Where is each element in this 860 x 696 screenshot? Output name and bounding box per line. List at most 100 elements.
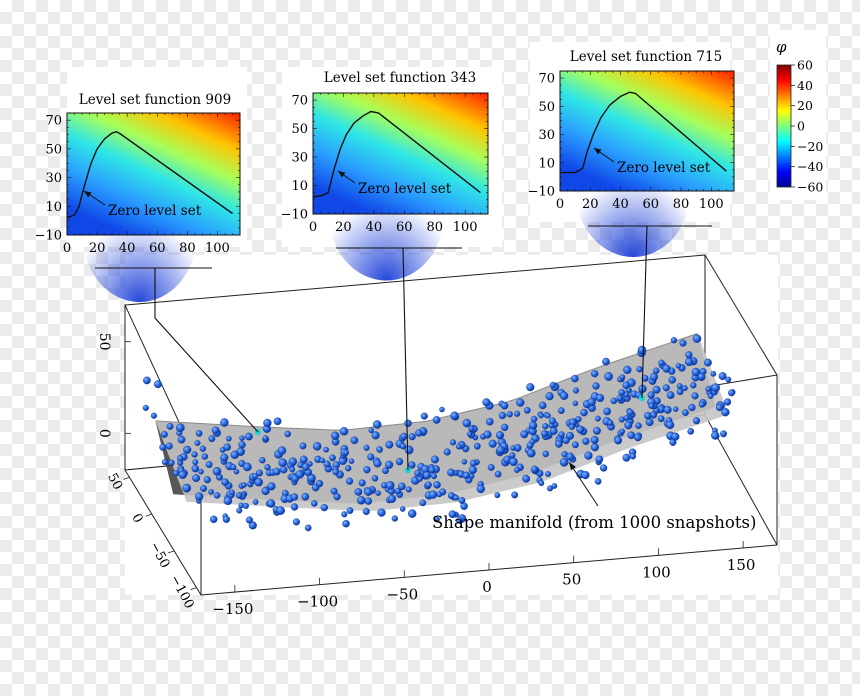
snapshot-point (555, 440, 563, 448)
colorbar-tick-label: −40 (797, 159, 823, 174)
inset-x-tick-label: 100 (205, 241, 230, 256)
inset-909-connector (154, 268, 259, 433)
snapshot-point (242, 462, 252, 472)
snapshot-point (545, 412, 551, 419)
inset-y-tick-label: −10 (35, 229, 62, 244)
snapshot-point (220, 453, 229, 462)
snapshot-point (222, 515, 231, 523)
snapshot-point (407, 509, 417, 518)
snapshot-point (590, 435, 599, 444)
snapshot-point (622, 381, 630, 390)
snapshot-point (371, 431, 380, 440)
inset-title: Level set function 715 (570, 49, 722, 65)
snapshot-point (582, 437, 590, 445)
snapshot-point (304, 524, 312, 532)
inset-frame (559, 70, 735, 192)
snapshot-point (618, 389, 626, 396)
snapshot-point (345, 465, 352, 472)
snapshot-point (323, 446, 329, 453)
inset-y-tick-label: 30 (538, 128, 555, 143)
z-axis-tick-label: 50 (96, 333, 112, 351)
inset-x-tick-label: 60 (149, 241, 166, 256)
inset-x-tick-label: 100 (453, 220, 478, 235)
snapshot-point (528, 421, 538, 430)
snapshot-point (414, 469, 422, 477)
snapshot-point (420, 412, 428, 420)
snapshot-point (580, 408, 588, 417)
snapshot-point (623, 365, 632, 375)
snapshot-point (195, 430, 203, 437)
snapshot-point (509, 457, 518, 467)
snapshot-point (256, 469, 263, 477)
snapshot-point (333, 493, 341, 501)
inset-y-tick-label: −10 (528, 185, 555, 200)
snapshot-point (267, 482, 276, 491)
snapshot-point (558, 431, 565, 438)
snapshot-point (415, 429, 423, 437)
snapshot-point (233, 468, 240, 475)
snapshot-point (331, 431, 340, 440)
colorbar-gradient (776, 64, 792, 188)
snapshot-point (707, 393, 714, 399)
snapshot-point (572, 441, 579, 449)
snapshot-point (644, 411, 652, 420)
snapshot-point (648, 402, 655, 409)
snapshot-point (431, 455, 439, 464)
snapshot-point (647, 391, 655, 399)
x-axis-tick-label: 150 (727, 556, 756, 574)
y-axis-tick-label: −50 (146, 540, 172, 571)
snapshot-point (205, 461, 213, 468)
z-axis-tick-label: 0 (96, 429, 112, 438)
snapshot-point (143, 376, 151, 385)
snapshot-point (387, 494, 397, 503)
snapshot-point (487, 463, 495, 471)
snapshot-point (458, 496, 466, 504)
inset-x-tick-label: 60 (643, 197, 660, 212)
snapshot-point (182, 483, 192, 493)
inset-x-tick-label: 80 (179, 241, 196, 256)
snapshot-point (711, 431, 720, 440)
zero-level-set-curve (66, 131, 233, 219)
snapshot-point (725, 376, 732, 383)
snapshot-point (581, 470, 590, 480)
inset-x-tick-label: 20 (582, 197, 599, 212)
zero-level-set-curve (312, 110, 481, 198)
snapshot-point (364, 497, 373, 505)
snapshot-point (526, 448, 536, 458)
snapshot-point (191, 464, 200, 473)
colorbar-tick-label: 20 (797, 98, 813, 113)
snapshot-point (572, 387, 580, 394)
snapshot-point (315, 479, 324, 488)
snapshot-point (549, 427, 558, 435)
snapshot-point (566, 452, 575, 461)
snapshot-point (329, 454, 336, 462)
snapshot-point (559, 391, 569, 400)
snapshot-point (637, 345, 647, 355)
inset-343-connector (402, 247, 409, 471)
snapshot-point (280, 466, 288, 474)
zero-level-set-curve (560, 91, 727, 174)
snapshot-point (541, 430, 548, 438)
snapshot-point (449, 439, 457, 446)
snapshot-point (675, 363, 682, 369)
snapshot-point (254, 477, 263, 487)
x-axis-tick-label: 100 (642, 563, 671, 581)
inset-frame (312, 92, 489, 215)
snapshot-point (289, 466, 296, 473)
snapshot-point (629, 453, 637, 460)
inset-x-tick-label: 40 (366, 220, 383, 235)
snapshot-point (473, 442, 481, 450)
snapshot-point (549, 381, 556, 388)
snapshot-point (682, 409, 689, 416)
snapshot-point (509, 452, 516, 459)
snapshot-point (399, 506, 406, 512)
snapshot-point (311, 500, 318, 507)
snapshot-point (545, 471, 551, 477)
snapshot-point (501, 423, 509, 432)
snapshot-point (595, 455, 604, 464)
snapshot-point (461, 459, 468, 465)
snapshot-point (645, 418, 654, 427)
snapshot-point (259, 457, 266, 464)
snapshot-point (671, 432, 680, 441)
